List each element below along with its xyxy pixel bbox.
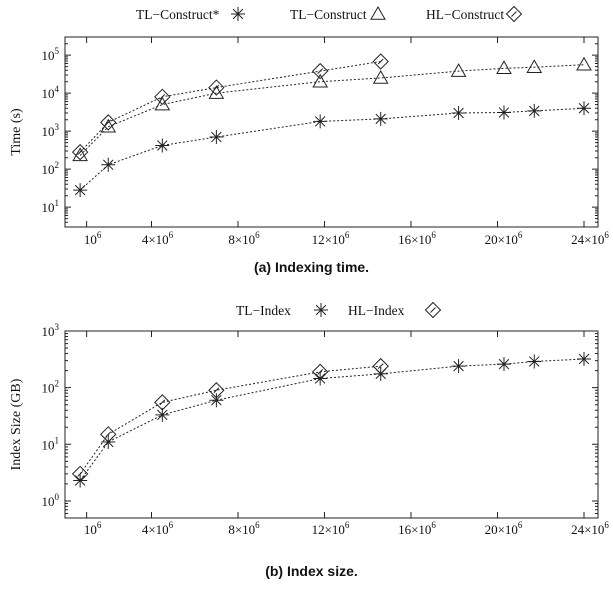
data-point-diamond — [372, 53, 389, 70]
data-point-asterisk — [209, 130, 224, 145]
data-point-asterisk — [577, 101, 591, 116]
data-point-triangle — [496, 60, 512, 75]
series-asterisk — [73, 101, 591, 198]
x-tick-label: 12×106 — [312, 230, 350, 247]
data-point-triangle — [154, 96, 171, 111]
data-point-asterisk — [451, 359, 466, 374]
data-point-asterisk — [496, 357, 511, 372]
plot-frame — [64, 330, 599, 519]
plot-frame — [64, 36, 599, 228]
legend-label: TL−Index — [236, 303, 291, 318]
y-tick-label: 102 — [42, 379, 60, 396]
data-point-diamond — [154, 394, 171, 411]
data-point-diamond — [100, 426, 117, 443]
data-point-asterisk — [577, 352, 591, 367]
legend-marker-triangle — [370, 5, 386, 20]
data-point-diamond — [71, 465, 89, 483]
y-axis-label: Time (s) — [9, 108, 24, 156]
x-tick-label: 20×106 — [485, 520, 523, 537]
data-point-diamond — [372, 357, 389, 375]
data-point-asterisk — [373, 111, 388, 126]
x-tick-label: 8×106 — [228, 520, 260, 537]
y-tick-label: 102 — [42, 160, 60, 177]
legend-label: TL−Construct* — [136, 7, 220, 22]
x-tick-label: 4×106 — [142, 520, 174, 537]
y-axis-label: Index Size (GB) — [9, 378, 24, 470]
legend-marker-diamond — [505, 5, 523, 23]
series-asterisk — [73, 352, 591, 488]
series-line — [79, 365, 381, 475]
y-tick-label: 100 — [42, 492, 60, 509]
x-tick-label: 106 — [84, 230, 102, 247]
series-diamond — [71, 53, 389, 161]
data-point-triangle — [450, 63, 467, 77]
data-point-asterisk — [527, 103, 542, 118]
y-tick-label: 104 — [42, 84, 60, 101]
y-tick-label: 101 — [42, 198, 60, 215]
x-tick-label: 106 — [84, 520, 102, 537]
series-line — [79, 61, 381, 153]
data-point-asterisk — [73, 183, 88, 198]
x-tick-label: 12×106 — [312, 520, 350, 537]
data-point-asterisk — [209, 393, 224, 408]
data-point-asterisk — [313, 371, 328, 386]
x-tick-label: 24×106 — [571, 520, 609, 537]
x-tick-label: 16×106 — [398, 520, 436, 537]
data-point-asterisk — [313, 114, 328, 129]
legend-label: HL−Construct — [426, 7, 504, 22]
y-tick-label: 103 — [42, 122, 60, 139]
data-point-asterisk — [496, 105, 511, 120]
chart-caption: (a) Indexing time. — [254, 259, 369, 275]
data-point-diamond — [311, 363, 329, 381]
data-point-diamond — [311, 62, 329, 80]
data-point-triangle — [576, 56, 592, 71]
y-tick-label: 105 — [42, 46, 60, 63]
data-point-asterisk — [101, 157, 116, 172]
data-point-asterisk — [73, 473, 88, 488]
chart-panel-2: Index Size (GB) TL−Index HL−Index (b) Index… — [9, 301, 599, 579]
data-point-triangle — [312, 73, 329, 88]
y-tick-label: 103 — [42, 322, 60, 339]
data-point-asterisk — [155, 138, 170, 153]
x-tick-label: 4×106 — [142, 230, 174, 247]
legend-marker-diamond — [424, 301, 442, 319]
legend-marker-asterisk — [314, 303, 328, 317]
data-point-triangle — [526, 59, 543, 73]
x-tick-label: 8×106 — [228, 230, 260, 247]
legend-label: TL−Construct — [290, 7, 367, 22]
data-point-asterisk — [451, 106, 466, 120]
data-point-asterisk — [155, 407, 170, 422]
legend-label: HL−Index — [348, 303, 405, 318]
data-point-triangle — [372, 70, 389, 84]
data-point-diamond — [100, 114, 117, 131]
data-point-diamond — [71, 143, 89, 161]
chart-caption: (b) Index size. — [265, 563, 358, 579]
x-tick-label: 16×106 — [398, 230, 436, 247]
series-diamond — [71, 357, 389, 483]
y-tick-label: 101 — [42, 435, 60, 452]
data-point-diamond — [208, 79, 225, 96]
data-point-diamond — [154, 88, 171, 106]
series-line — [79, 358, 585, 481]
series-line — [79, 64, 585, 156]
series-triangle — [72, 56, 592, 162]
x-tick-label: 24×106 — [571, 230, 609, 247]
series-line — [79, 107, 585, 191]
chart-panel-1: Time (s) TL−Construct* TL−Construct HL−Cons… — [9, 5, 599, 275]
x-tick-label: 20×106 — [485, 230, 523, 247]
data-point-triangle — [72, 147, 88, 162]
data-point-diamond — [208, 382, 225, 399]
data-point-asterisk — [527, 354, 542, 369]
legend-marker-asterisk — [231, 7, 245, 21]
